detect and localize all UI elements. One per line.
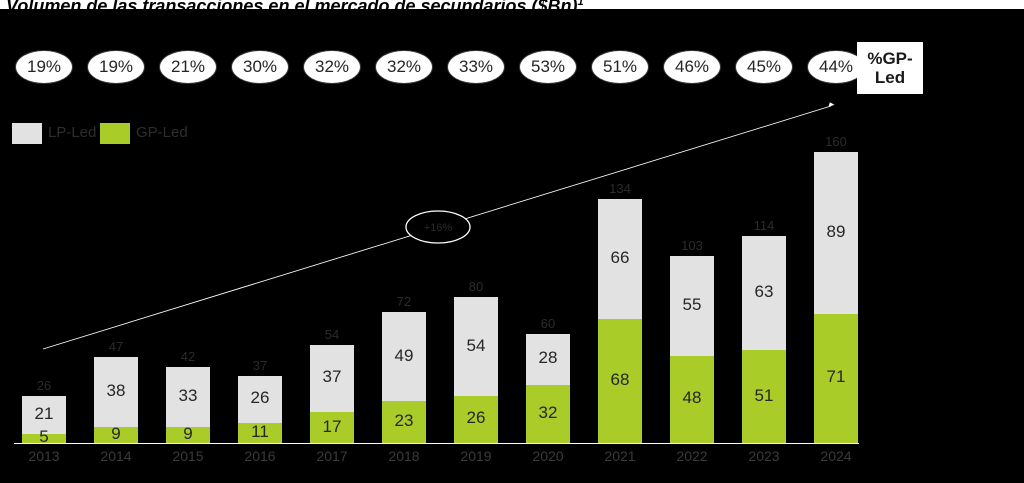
svg-text:+16%: +16% bbox=[424, 222, 453, 234]
